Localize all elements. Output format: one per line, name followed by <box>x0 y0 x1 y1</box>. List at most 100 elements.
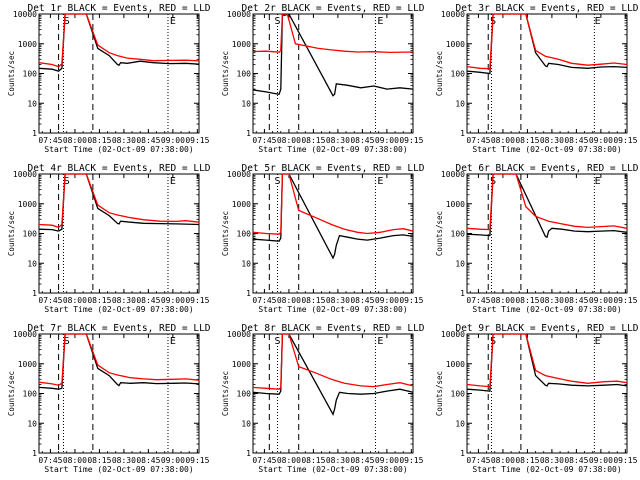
y-tick-label: 10000 <box>441 330 465 339</box>
series-line-lld <box>467 174 627 231</box>
x-tick-label: 09:15 <box>613 296 637 305</box>
x-tick-label: 08:00 <box>491 296 515 305</box>
plot-frame <box>38 333 200 454</box>
x-tick-label: 09:15 <box>185 136 209 145</box>
y-tick-label: 10 <box>27 259 37 268</box>
x-tick-label: 08:15 <box>87 296 111 305</box>
series-line-events <box>253 334 413 416</box>
y-tick-label: 10 <box>455 259 465 268</box>
chart-panel-3: Det 3r BLACK = Events, RED = LLD 1 10 100 10… <box>435 3 639 154</box>
x-tick-label: 09:15 <box>613 136 637 145</box>
y-axis-label: Counts/sec <box>221 211 230 256</box>
chart-title: Det 7r BLACK = Events, RED = LLD <box>27 323 210 334</box>
chart-panel-9: Det 9r BLACK = Events, RED = LLD 1 10 100 10… <box>435 323 639 474</box>
y-tick-label: 10000 <box>13 330 37 339</box>
chart-panel-8: Det 8r BLACK = Events, RED = LLD 1 10 100 10… <box>221 323 425 474</box>
series-line-lld <box>39 14 199 68</box>
series-line-events <box>39 334 199 390</box>
x-tick-label: 09:15 <box>613 456 637 465</box>
x-tick-label: 07:45 <box>38 296 62 305</box>
y-tick-label: 10000 <box>227 330 251 339</box>
chart-title: Det 9r BLACK = Events, RED = LLD <box>455 323 638 334</box>
y-tick-label: 1000 <box>18 40 37 49</box>
x-tick-label: 09:00 <box>589 296 613 305</box>
y-tick-label: 10000 <box>13 170 37 179</box>
plot-frame <box>466 333 628 454</box>
start-marker: S <box>274 336 280 347</box>
chart-title: Det 6r BLACK = Events, RED = LLD <box>455 163 638 174</box>
x-axis-label: Start Time (02-Oct-09 07:38:00) <box>472 305 621 314</box>
end-marker: E <box>595 16 601 27</box>
x-tick-label: 09:00 <box>375 136 399 145</box>
y-axis-label: Counts/sec <box>7 371 16 416</box>
end-marker: E <box>377 176 383 187</box>
x-tick-label: 08:00 <box>63 136 87 145</box>
x-tick-label: 08:30 <box>112 296 136 305</box>
chart-panel-6: Det 6r BLACK = Events, RED = LLD 1 10 100 10… <box>435 163 639 314</box>
end-marker: E <box>170 336 176 347</box>
x-tick-label: 08:30 <box>112 456 136 465</box>
y-tick-label: 100 <box>451 390 466 399</box>
x-tick-label: 08:15 <box>87 136 111 145</box>
chart-title: Det 5r BLACK = Events, RED = LLD <box>241 163 424 174</box>
x-axis-label: Start Time (02-Oct-09 07:38:00) <box>258 145 407 154</box>
y-tick-label: 100 <box>23 390 38 399</box>
x-tick-label: 08:30 <box>540 296 564 305</box>
x-tick-label: 08:30 <box>326 136 350 145</box>
y-tick-label: 100 <box>237 390 252 399</box>
chart-title: Det 2r BLACK = Events, RED = LLD <box>241 3 424 14</box>
y-axis-label: Counts/sec <box>435 51 444 96</box>
y-tick-label: 10000 <box>441 170 465 179</box>
x-tick-label: 09:15 <box>399 136 423 145</box>
end-marker: E <box>377 336 383 347</box>
y-tick-label: 10 <box>241 259 251 268</box>
y-tick-label: 1 <box>460 289 465 298</box>
series-line-events <box>39 174 199 232</box>
x-tick-label: 09:15 <box>185 296 209 305</box>
plot-frame <box>466 173 628 294</box>
series-line-events <box>253 14 413 97</box>
y-tick-label: 1 <box>246 449 251 458</box>
end-marker: E <box>170 16 176 27</box>
start-marker: S <box>64 336 70 347</box>
series-line-events <box>253 174 413 260</box>
x-tick-label: 08:45 <box>350 296 374 305</box>
x-tick-label: 09:15 <box>399 456 423 465</box>
y-tick-label: 10 <box>455 419 465 428</box>
start-marker: S <box>274 176 280 187</box>
chart-panel-7: Det 7r BLACK = Events, RED = LLD 1 10 100 10… <box>7 323 211 474</box>
series-line-lld <box>467 14 627 70</box>
y-tick-label: 1 <box>246 289 251 298</box>
y-tick-label: 1 <box>246 129 251 138</box>
x-tick-label: 08:45 <box>564 456 588 465</box>
x-tick-label: 07:45 <box>38 456 62 465</box>
x-tick-label: 08:00 <box>277 136 301 145</box>
x-tick-label: 08:15 <box>301 456 325 465</box>
y-tick-label: 1000 <box>18 200 37 209</box>
x-tick-label: 09:00 <box>161 136 185 145</box>
x-tick-label: 09:00 <box>589 456 613 465</box>
x-tick-label: 08:45 <box>136 296 160 305</box>
x-tick-label: 07:45 <box>466 296 490 305</box>
plot-frame <box>38 13 200 134</box>
series-line-lld <box>253 334 413 390</box>
y-tick-label: 10000 <box>227 170 251 179</box>
x-tick-label: 08:45 <box>136 136 160 145</box>
y-axis-label: Counts/sec <box>7 211 16 256</box>
y-tick-label: 1 <box>32 129 37 138</box>
y-tick-label: 1 <box>460 449 465 458</box>
y-tick-label: 1000 <box>18 360 37 369</box>
x-tick-label: 07:45 <box>466 456 490 465</box>
y-axis-label: Counts/sec <box>7 51 16 96</box>
x-tick-label: 08:30 <box>540 456 564 465</box>
y-tick-label: 1000 <box>232 360 251 369</box>
start-marker: S <box>64 176 70 187</box>
x-tick-label: 07:45 <box>252 456 276 465</box>
y-tick-label: 10000 <box>227 10 251 19</box>
x-axis-label: Start Time (02-Oct-09 07:38:00) <box>258 465 407 474</box>
x-tick-label: 08:15 <box>87 456 111 465</box>
chart-title: Det 8r BLACK = Events, RED = LLD <box>241 323 424 334</box>
x-tick-label: 07:45 <box>466 136 490 145</box>
